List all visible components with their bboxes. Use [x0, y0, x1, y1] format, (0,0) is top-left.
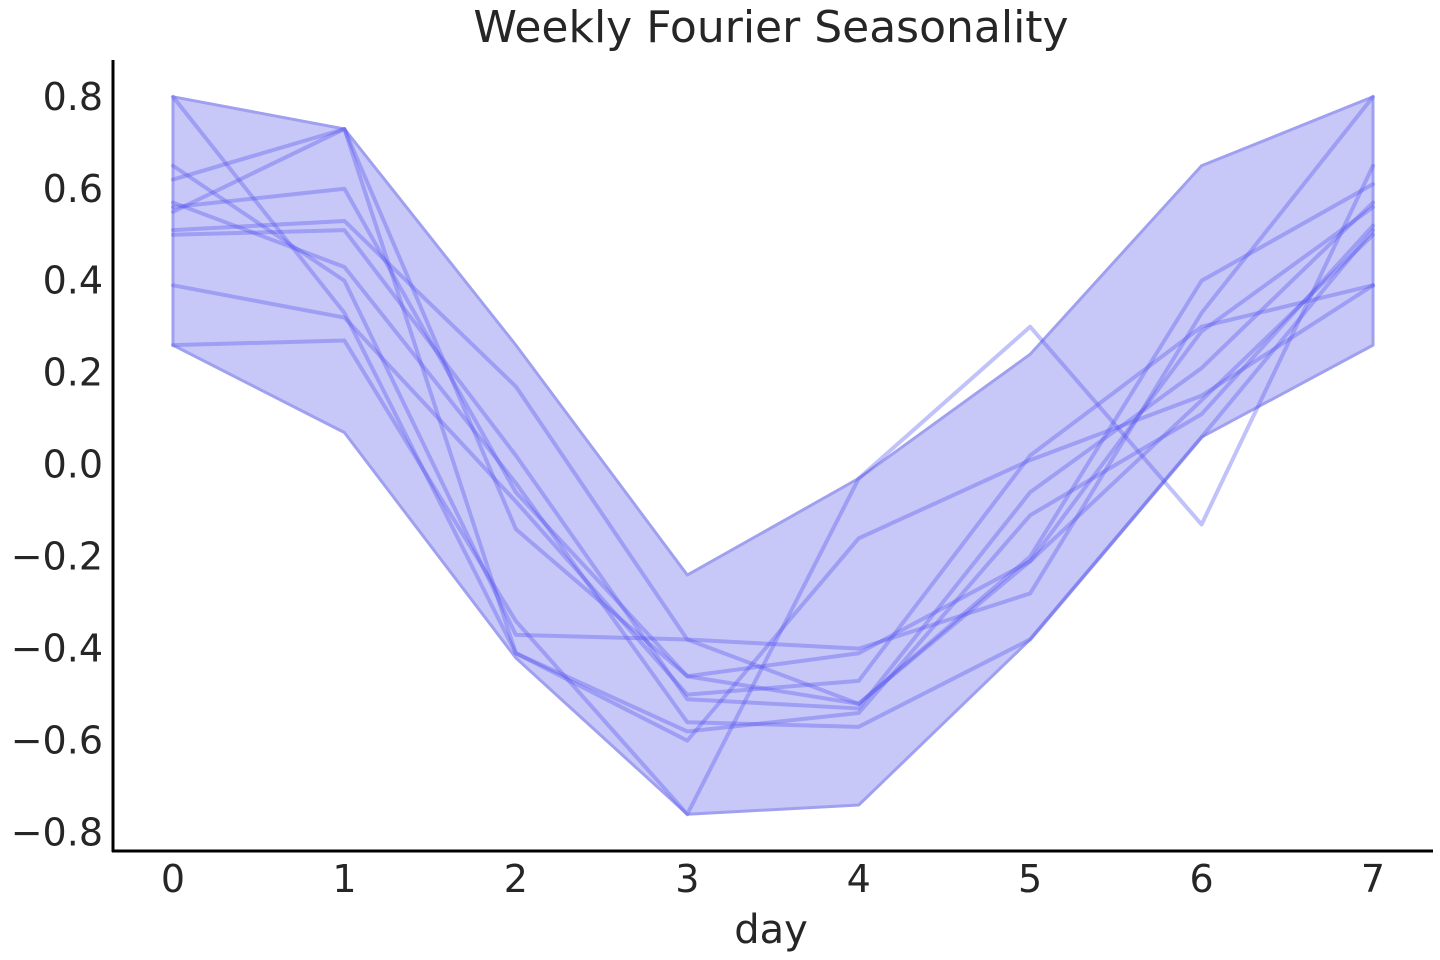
uncertainty-band — [171, 95, 1375, 816]
series-line-2 — [171, 126, 1375, 706]
y-tick-labels: −0.8 −0.6 −0.4 −0.2 0.0 0.2 0.4 0.6 0.8 — [11, 75, 103, 855]
series-line-4 — [171, 163, 1375, 706]
x-tick-label: 4 — [847, 857, 871, 901]
y-tick-label: 0.8 — [43, 75, 103, 119]
y-tick-label: −0.2 — [11, 535, 103, 579]
x-tick-label: 6 — [1189, 857, 1213, 901]
series-lines-layer — [171, 94, 1375, 817]
x-tick-label: 3 — [675, 857, 699, 901]
y-tick-label: −0.8 — [11, 811, 103, 855]
series-line-3 — [171, 94, 1375, 651]
y-tick-label: 0.2 — [43, 351, 103, 395]
x-tick-label: 1 — [332, 857, 356, 901]
y-tick-label: −0.4 — [11, 627, 103, 671]
x-tick-label: 0 — [161, 857, 185, 901]
series-line-6 — [171, 200, 1375, 729]
uncertainty-band-layer — [171, 95, 1375, 816]
x-tick-label: 2 — [504, 857, 528, 901]
x-tick-label: 7 — [1361, 857, 1385, 901]
series-line-5 — [171, 163, 1375, 817]
axes — [111, 60, 1433, 853]
series-line-10 — [171, 186, 1375, 679]
x-tick-labels: 0 1 2 3 4 5 6 7 — [161, 857, 1385, 901]
y-tick-label: 0.0 — [43, 443, 103, 487]
series-line-8 — [171, 126, 1375, 734]
series-line-9 — [171, 283, 1375, 697]
y-tick-label: −0.6 — [11, 719, 103, 763]
chart-title: Weekly Fourier Seasonality — [473, 2, 1068, 53]
x-axis-label: day — [734, 907, 808, 953]
x-tick-label: 5 — [1018, 857, 1042, 901]
y-tick-label: 0.4 — [43, 259, 103, 303]
series-line-1 — [171, 94, 1375, 743]
y-tick-label: 0.6 — [43, 167, 103, 211]
series-line-7 — [171, 200, 1375, 711]
